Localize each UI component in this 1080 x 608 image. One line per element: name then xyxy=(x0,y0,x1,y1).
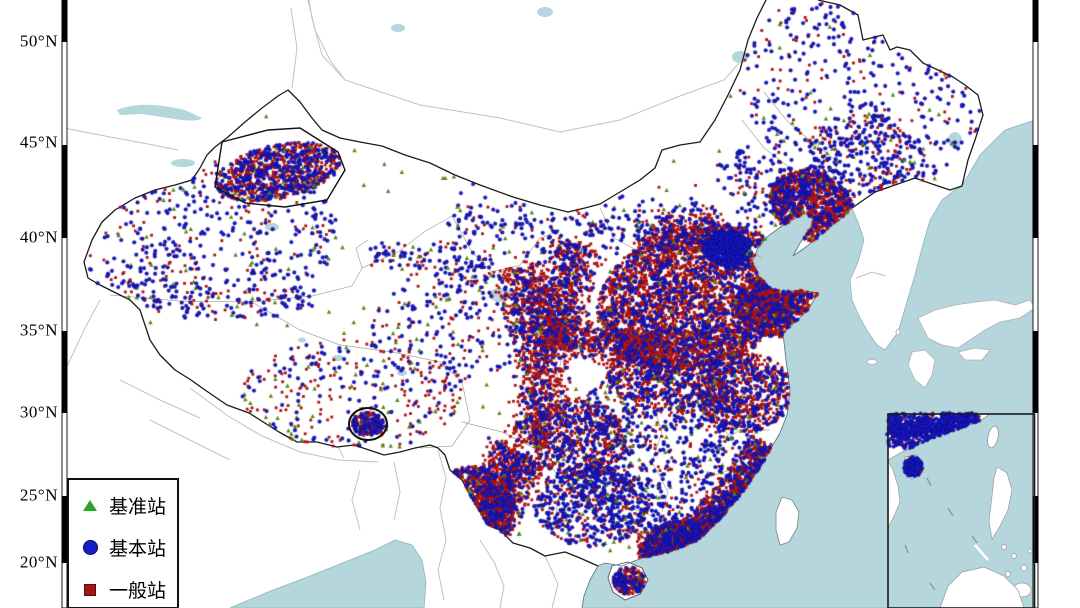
lat-label: 25°N xyxy=(19,485,58,505)
lat-label: 20°N xyxy=(19,552,58,572)
legend-item-basic: 基本站 xyxy=(79,535,177,560)
lat-label: 35°N xyxy=(19,320,58,340)
lat-label: 40°N xyxy=(19,227,58,247)
lat-label: 45°N xyxy=(19,132,58,152)
triangle-legend-icon xyxy=(79,500,101,511)
lat-label: 50°N xyxy=(19,31,58,51)
legend-label: 基本站 xyxy=(109,539,167,560)
legend-label: 一般站 xyxy=(109,581,167,602)
legend-item-general: 一般站 xyxy=(79,577,177,602)
square-legend-icon xyxy=(79,583,101,596)
legend-label: 基准站 xyxy=(109,497,167,518)
lat-label: 30°N xyxy=(19,402,58,422)
legend-item-benchmark: 基准站 xyxy=(79,493,177,518)
legend: 基准站 基本站 一般站 xyxy=(67,478,179,608)
circle-legend-icon xyxy=(79,540,101,555)
